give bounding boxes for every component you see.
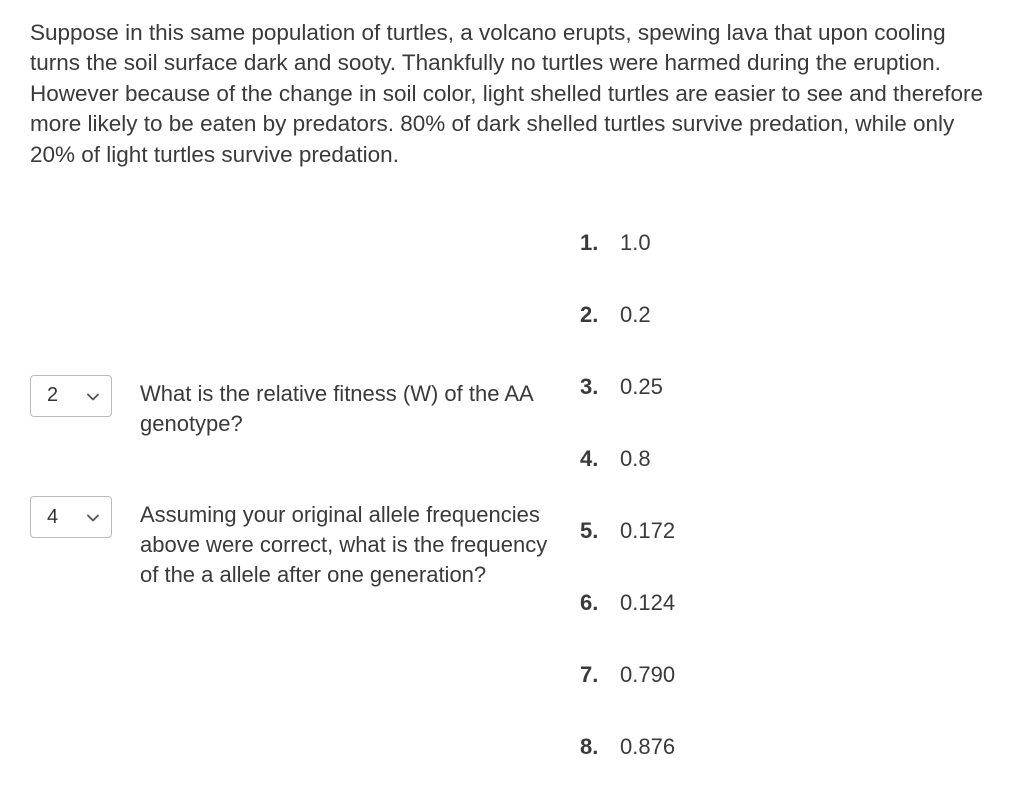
answer-value: 1.0 [620,230,651,256]
answer-number: 5. [580,518,602,544]
question-1-text: What is the relative fitness (W) of the … [140,375,550,438]
answer-number: 2. [580,302,602,328]
answer-number: 4. [580,446,602,472]
answer-value: 0.25 [620,374,663,400]
answer-value: 0.124 [620,590,675,616]
answer-value: 0.8 [620,446,651,472]
answer-value: 0.172 [620,518,675,544]
answer-item-2: 2. 0.2 [580,302,675,328]
answer-item-7: 7. 0.790 [580,662,675,688]
answer-item-8: 8. 0.876 [580,734,675,760]
answer-list: 1. 1.0 2. 0.2 3. 0.25 4. 0.8 5. 0.172 6.… [580,230,675,760]
answer-item-3: 3. 0.25 [580,374,675,400]
answer-number: 6. [580,590,602,616]
answer-value: 0.2 [620,302,651,328]
answer-item-1: 1. 1.0 [580,230,675,256]
answer-number: 3. [580,374,602,400]
question-row-2: 4 Assuming your original allele frequenc… [30,496,550,589]
chevron-down-icon [87,509,99,525]
content-area: 2 What is the relative fitness (W) of th… [30,230,994,760]
dropdown-1[interactable]: 2 [30,375,112,417]
answer-number: 7. [580,662,602,688]
chevron-down-icon [87,388,99,404]
answer-value: 0.876 [620,734,675,760]
answer-number: 8. [580,734,602,760]
questions-column: 2 What is the relative fitness (W) of th… [30,230,550,760]
question-2-text: Assuming your original allele frequencie… [140,496,550,589]
answer-value: 0.790 [620,662,675,688]
dropdown-1-value: 2 [47,384,58,407]
answer-item-4: 4. 0.8 [580,446,675,472]
question-row-1: 2 What is the relative fitness (W) of th… [30,375,550,438]
answer-item-6: 6. 0.124 [580,590,675,616]
answer-item-5: 5. 0.172 [580,518,675,544]
answers-column: 1. 1.0 2. 0.2 3. 0.25 4. 0.8 5. 0.172 6.… [550,230,675,760]
answer-number: 1. [580,230,602,256]
dropdown-2-value: 4 [47,506,58,529]
dropdown-2[interactable]: 4 [30,496,112,538]
passage-text: Suppose in this same population of turtl… [30,18,994,170]
